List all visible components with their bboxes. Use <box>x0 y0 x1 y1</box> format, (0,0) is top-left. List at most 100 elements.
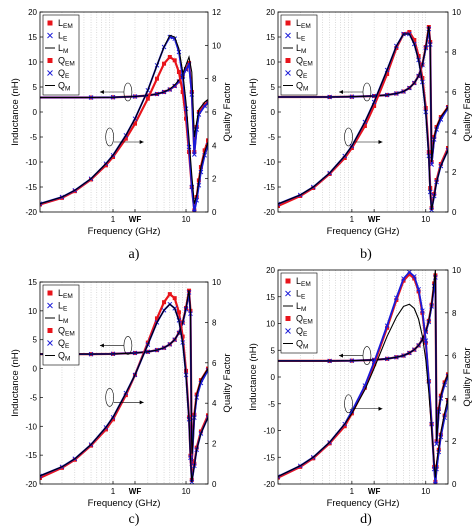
legend-label: QM <box>58 351 70 363</box>
legend-label-sub: E <box>65 73 70 80</box>
y2-tick-label: 10 <box>452 266 461 275</box>
data-point-square <box>446 146 448 150</box>
x-tick-label: 10 <box>182 487 191 496</box>
legend-label-main: Q <box>58 68 65 78</box>
data-point-square <box>342 156 347 160</box>
y2-tick-label: 0 <box>452 480 457 489</box>
y-tick-label: 5 <box>271 346 276 355</box>
y-tick-label: -5 <box>268 133 276 142</box>
x-tick-label: WF <box>368 487 381 496</box>
legend-label-sub: M <box>303 86 308 93</box>
data-point-x <box>401 276 406 281</box>
annotation-ellipse <box>105 127 114 147</box>
legend-marker-x <box>285 32 291 39</box>
data-point-x <box>416 286 421 292</box>
y-tick-label: 0 <box>33 365 38 374</box>
chart-panel-c: 15 10 5 0 -5 -10 -15 -20 10 8 6 4 2 0 1 WF 10 Frequency (… <box>10 278 233 526</box>
series-Q_M <box>40 34 208 205</box>
data-point-x <box>407 270 412 275</box>
y2-tick-label: 4 <box>452 128 457 137</box>
y2-tick-label: 10 <box>452 8 461 17</box>
annotation-ellipse <box>105 388 114 407</box>
data-point-square <box>349 146 354 150</box>
y-axis-label: Inductance (nH) <box>10 349 21 417</box>
legend-label: LM <box>296 301 306 313</box>
data-point-square <box>145 96 150 101</box>
legend-label: QEM <box>296 56 313 68</box>
legend-label-main: L <box>58 301 63 311</box>
y-tick-label: 10 <box>28 307 37 316</box>
y2-tick-label: 6 <box>452 88 457 97</box>
annotation-ellipse <box>123 82 133 102</box>
legend-label-main: Q <box>296 326 303 336</box>
legend-label-sub: M <box>303 344 308 351</box>
x-tick-label: 10 <box>182 215 191 224</box>
legend-label: QE <box>58 338 70 350</box>
annotation-ellipse <box>344 394 353 414</box>
data-point-square <box>298 464 303 469</box>
data-point-square <box>416 54 421 58</box>
arrow-head <box>139 400 144 405</box>
grid-lines <box>61 12 187 212</box>
y-tick-label: -5 <box>30 133 38 142</box>
y2-tick-label: 0 <box>452 208 457 217</box>
y-tick-label: -20 <box>25 480 37 489</box>
annotation-ellipse <box>362 346 372 365</box>
legend-marker-square <box>47 20 53 26</box>
plot-area <box>40 288 208 484</box>
y-tick-label: -5 <box>268 400 276 409</box>
legend-marker-x <box>285 70 291 76</box>
plot-area <box>278 25 448 212</box>
data-point-x <box>192 152 197 157</box>
legend-marker-square <box>285 278 291 284</box>
y-axis-label: Inductance (nH) <box>10 78 21 146</box>
legend-label: LEM <box>58 18 73 30</box>
data-point-square <box>407 30 412 34</box>
legend-label-main: Q <box>296 339 303 349</box>
arrow-head <box>338 90 343 94</box>
y-tick-label: -10 <box>263 158 275 167</box>
data-point-x <box>40 201 43 206</box>
y2-axis-label: Quality Factor <box>222 353 233 412</box>
data-point-x <box>371 359 377 365</box>
y2-tick-label: 10 <box>212 278 221 287</box>
legend-marker-square <box>285 316 291 321</box>
data-point-x <box>180 74 185 80</box>
data-point-x <box>278 474 281 479</box>
y-tick-label: 5 <box>33 83 38 92</box>
legend-label-main: L <box>58 31 63 41</box>
data-point-x <box>186 144 192 150</box>
data-point-square <box>162 61 167 66</box>
legend-label-main: Q <box>58 326 65 336</box>
data-point-square <box>202 102 207 107</box>
data-point-square <box>103 427 108 432</box>
series-line <box>278 25 448 163</box>
legend-label: QEM <box>58 326 75 338</box>
data-point-square <box>132 121 137 126</box>
x-tick-label: 1 <box>111 215 116 224</box>
legend-label: QM <box>58 81 70 93</box>
legend-label-main: L <box>296 18 301 28</box>
data-point-square <box>162 300 167 305</box>
legend-label-sub: E <box>303 331 308 338</box>
series-line <box>40 290 208 461</box>
y2-tick-label: 6 <box>212 359 217 368</box>
data-point-square <box>176 70 181 74</box>
legend-label-main: Q <box>296 56 303 66</box>
series-line <box>40 34 208 205</box>
legend-box <box>42 284 80 366</box>
legend-label: LM <box>58 43 68 55</box>
legend-label-main: Q <box>58 81 65 91</box>
legend-marker-x <box>47 302 53 309</box>
data-point-square <box>167 292 172 297</box>
legend-label-sub: EM <box>303 319 313 326</box>
data-point-x <box>278 201 281 207</box>
y-tick-label: 10 <box>266 58 275 67</box>
data-point-square <box>206 366 208 371</box>
data-point-square <box>407 272 412 277</box>
legend-label: QM <box>296 81 308 93</box>
